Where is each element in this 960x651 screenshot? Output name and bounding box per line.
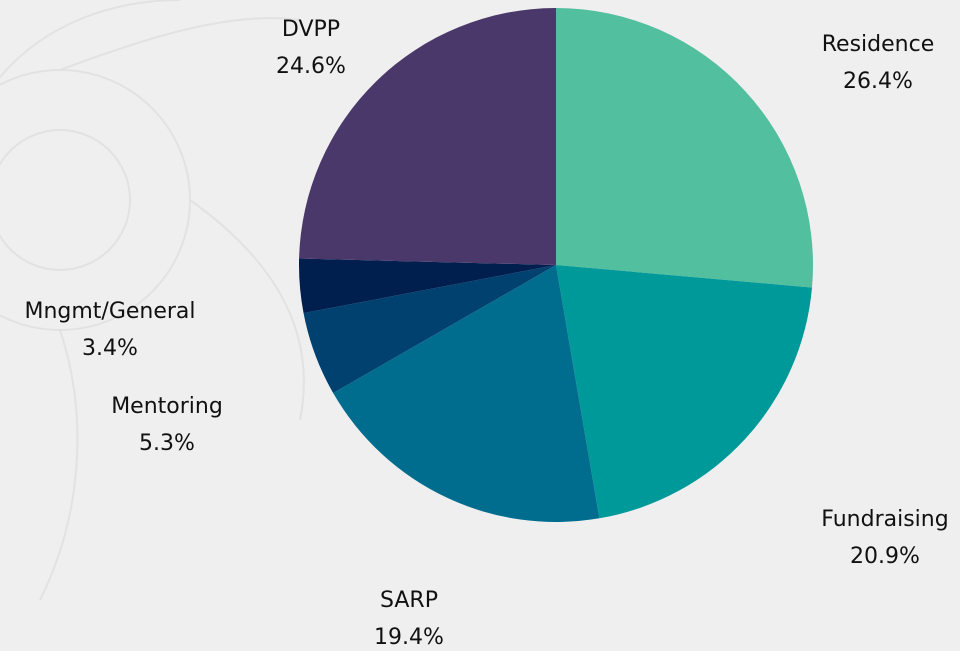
slice-value-label: 20.9%	[850, 544, 920, 569]
slice-label: Fundraising	[821, 507, 948, 532]
pie-slice	[299, 8, 556, 265]
slice-value-label: 26.4%	[843, 69, 913, 94]
chart: Residence 26.4% Fundraising 20.9% SARP 19.4% M…	[0, 0, 960, 651]
pie-slice	[556, 8, 813, 288]
slice-value-label: 5.3%	[139, 431, 195, 456]
slice-value-label: 19.4%	[374, 625, 444, 650]
slice-value-label: 3.4%	[82, 336, 138, 361]
slice-label: Mngmt/General	[24, 299, 195, 324]
slice-label: Residence	[822, 32, 934, 57]
pie-slice	[556, 265, 812, 518]
slice-label: DVPP	[282, 17, 340, 42]
slice-value-label: 24.6%	[276, 54, 346, 79]
slice-label: Mentoring	[111, 394, 223, 419]
slice-label: SARP	[380, 588, 438, 613]
